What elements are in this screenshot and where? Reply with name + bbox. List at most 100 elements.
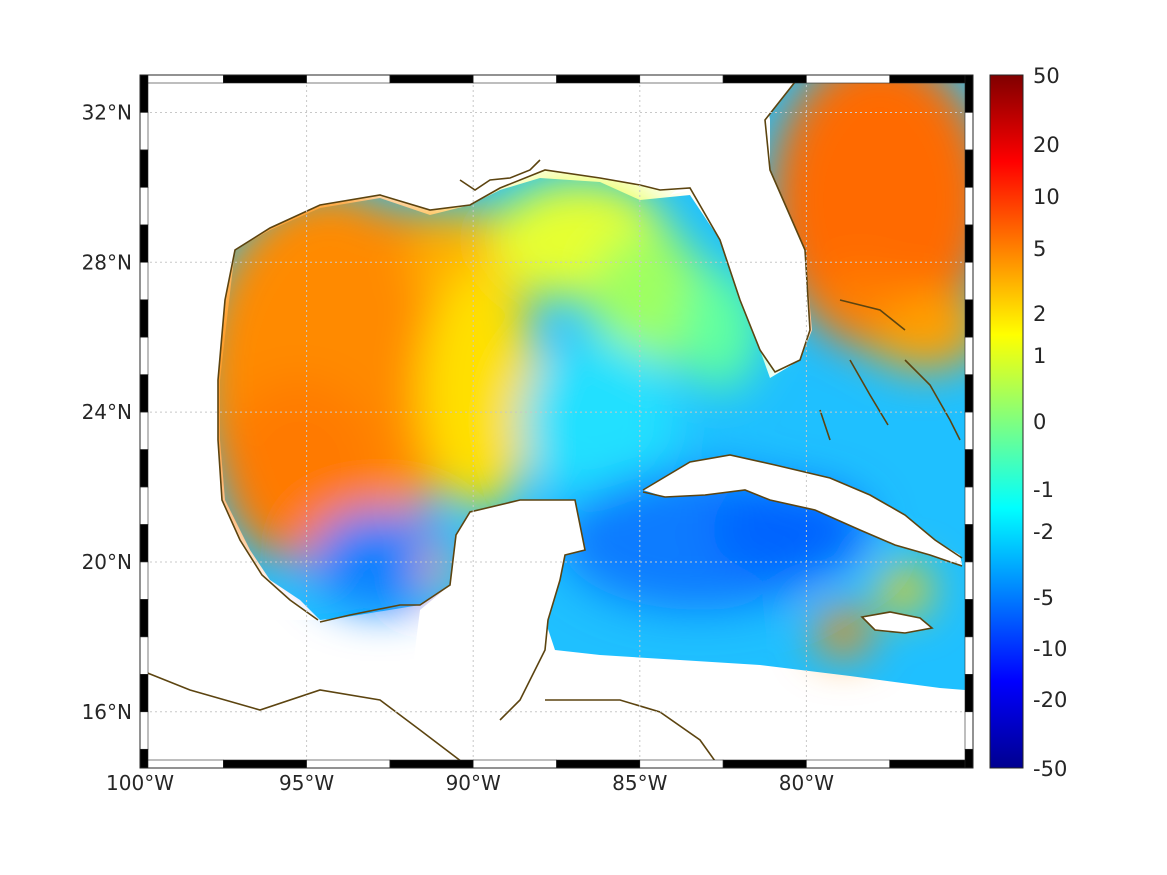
florida-land	[670, 90, 810, 370]
axes-box	[139, 74, 974, 769]
frame-band-right	[964, 748, 974, 769]
frame-band-right	[964, 261, 974, 301]
colorbar-tick-label: 2	[1033, 302, 1046, 326]
frame-band-right	[964, 711, 974, 750]
frame-band-bottom	[889, 759, 974, 769]
colorbar-gradient	[989, 74, 1024, 769]
lat-tick-label: 32°N	[82, 100, 132, 124]
frame-band-left	[139, 411, 149, 450]
lat-tick-label: 20°N	[82, 550, 132, 574]
lon-tick-label: 90°W	[446, 771, 501, 795]
frame-band-top	[722, 74, 807, 84]
coastlines	[140, 75, 963, 768]
frame-band-right	[964, 299, 974, 338]
colorbar-tick-label: 50	[1033, 64, 1060, 88]
central-america-land	[140, 670, 480, 768]
frame-band-left	[139, 149, 149, 188]
colorbar-tick-label: 10	[1033, 185, 1060, 209]
colorbar-tick-label: -20	[1033, 688, 1067, 712]
land-masks	[140, 75, 973, 768]
frame-band-left	[139, 711, 149, 750]
frame-band-left	[139, 187, 149, 226]
frame-band-top	[639, 74, 724, 84]
lat-tick-label: 16°N	[82, 700, 132, 724]
frame-band-top	[556, 74, 641, 84]
frame-band-right	[964, 599, 974, 638]
frame-band-right	[964, 561, 974, 600]
frame-band-top	[389, 74, 474, 84]
lat-tick-label: 28°N	[82, 250, 132, 274]
frame-band-right	[964, 449, 974, 488]
frame-band-right	[964, 187, 974, 226]
lon-tick-label: 100°W	[106, 771, 174, 795]
map-frame	[139, 74, 974, 769]
frame-band-right	[964, 224, 974, 263]
cuba-land	[643, 455, 962, 565]
frame-band-left	[139, 449, 149, 488]
frame-band-right	[964, 411, 974, 450]
frame-band-bottom	[639, 759, 724, 769]
frame-band-bottom	[472, 759, 557, 769]
frame-band-left	[139, 261, 149, 301]
frame-band-left	[139, 112, 149, 151]
lon-tick-label: 80°W	[779, 771, 834, 795]
colorbar-tick-label: -1	[1033, 478, 1054, 502]
frame-band-right	[964, 149, 974, 188]
lon-tick-label: 85°W	[612, 771, 667, 795]
frame-band-left	[139, 636, 149, 675]
jamaica-coastline	[860, 611, 934, 634]
frame-band-top	[223, 74, 307, 84]
frame-band-left	[139, 486, 149, 525]
mississippi-delta	[459, 159, 541, 191]
lat-tick-label: 24°N	[82, 400, 132, 424]
bahamas-coastline	[819, 299, 961, 441]
colorbar-tick-label: -2	[1033, 520, 1054, 544]
colorbar-tick-label: -5	[1033, 586, 1054, 610]
frame-band-bottom	[223, 759, 307, 769]
frame-band-right	[964, 74, 974, 113]
lat-tick-labels: 32°N 28°N 24°N 20°N 16°N	[82, 100, 132, 723]
frame-band-left	[139, 336, 149, 375]
yucatan-coastline	[319, 499, 586, 721]
frame-band-right	[964, 336, 974, 375]
frame-band-left	[139, 674, 149, 713]
frame-band-left	[139, 224, 149, 263]
frame-band-left	[139, 748, 149, 769]
colorbar-tick-label: 0	[1033, 410, 1046, 434]
frame-band-right	[964, 524, 974, 563]
frame-band-right	[964, 374, 974, 413]
frame-band-right	[964, 636, 974, 675]
frame-band-bottom	[139, 759, 224, 769]
us-mainland	[140, 75, 973, 620]
colorbar-tick-label: 5	[1033, 237, 1046, 261]
frame-band-left	[139, 374, 149, 413]
frame-band-bottom	[722, 759, 807, 769]
frame-band-bottom	[306, 759, 391, 769]
frame-band-left	[139, 599, 149, 638]
yucatan-land	[400, 500, 585, 768]
frame-band-top	[472, 74, 557, 84]
colorbar-tick-label: -50	[1033, 757, 1067, 781]
colorbar-tick-label: 20	[1033, 133, 1060, 157]
colorbar-tick-label: -10	[1033, 637, 1067, 661]
frame-band-top	[806, 74, 891, 84]
frame-band-right	[964, 674, 974, 713]
lon-tick-label: 95°W	[279, 771, 334, 795]
frame-band-right	[964, 486, 974, 525]
frame-band-top	[889, 74, 974, 84]
frame-band-top	[306, 74, 391, 84]
frame-band-bottom	[556, 759, 641, 769]
lon-tick-labels: 100°W 95°W 90°W 85°W 80°W	[106, 771, 834, 795]
frame-band-left	[139, 561, 149, 600]
frame-band-bottom	[389, 759, 474, 769]
cuba-coastline	[642, 454, 963, 567]
frame-band-left	[139, 299, 149, 338]
frame-band-left	[139, 524, 149, 563]
frame-band-top	[139, 74, 224, 84]
gulf-coastline	[217, 75, 821, 621]
colorbar-tick-label: 1	[1033, 344, 1046, 368]
frame-band-bottom	[806, 759, 891, 769]
